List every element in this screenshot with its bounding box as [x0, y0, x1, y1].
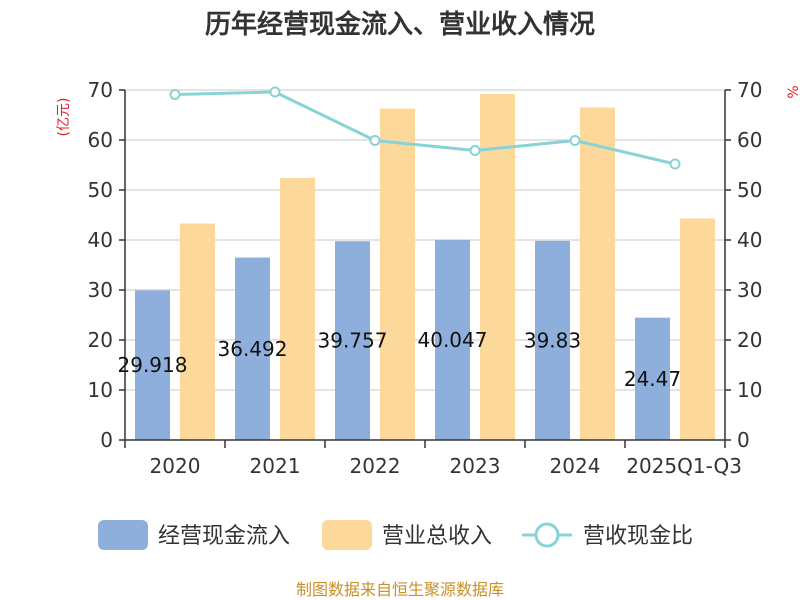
y-left-tick-label: 30: [88, 278, 113, 302]
bar-total-revenue: [280, 178, 315, 440]
y-axis-right-unit: %: [786, 85, 800, 98]
y-right-tick-label: 30: [737, 278, 762, 302]
ratio-point: [169, 89, 181, 100]
bar-total-revenue: [180, 223, 215, 440]
y-axis-left: 0 10 20 30 40 50 60 70: [88, 78, 126, 452]
legend-label-operating-cash-inflow: 经营现金流入: [158, 524, 290, 549]
bar-operating-cash-inflow: [135, 290, 170, 440]
y-right-tick-label: 0: [737, 428, 750, 452]
y-right-tick-label: 20: [737, 328, 762, 352]
bar-total-revenue: [680, 218, 715, 440]
bar-operating-cash-inflow: [335, 241, 370, 440]
gridlines: [125, 89, 725, 391]
legend-label-total-revenue: 营业总收入: [382, 524, 492, 549]
y-right-tick-label: 40: [737, 228, 762, 252]
data-label-operating-cash-inflow: 36.492: [218, 337, 288, 361]
y-left-tick-label: 10: [88, 378, 113, 402]
x-tick-label: 2024: [550, 454, 601, 478]
ratio-point: [269, 86, 281, 98]
bar-total-revenue: [580, 107, 615, 440]
data-label-operating-cash-inflow: 29.918: [118, 353, 188, 377]
data-label-operating-cash-inflow: 40.047: [418, 328, 488, 352]
x-tick-label: 2025Q1-Q3: [626, 454, 742, 478]
data-label-operating-cash-inflow: 24.47: [624, 367, 681, 391]
bar-operating-cash-inflow: [535, 240, 570, 440]
x-tick-label: 2021: [250, 454, 301, 478]
y-left-tick-label: 0: [100, 428, 113, 452]
legend-label-ratio: 营收现金比: [583, 524, 693, 549]
y-left-tick-label: 40: [88, 228, 113, 252]
y-left-tick-label: 70: [88, 78, 113, 102]
x-axis: 2020 2021 2022 2023 2024 2025Q1-Q3: [124, 439, 742, 478]
bar-operating-cash-inflow: [435, 239, 470, 440]
x-tick-label: 2022: [350, 454, 401, 478]
y-right-tick-label: 10: [737, 378, 762, 402]
bars: [135, 94, 715, 440]
data-source-note: 制图数据来自恒生聚源数据库: [296, 580, 504, 599]
y-axis-right: 0 10 20 30 40 50 60 70: [724, 78, 762, 452]
ratio-point: [469, 145, 481, 156]
y-left-tick-label: 60: [88, 128, 113, 152]
y-left-tick-label: 20: [88, 328, 113, 352]
bar-operating-cash-inflow: [635, 317, 670, 440]
y-right-tick-label: 70: [737, 78, 762, 102]
bar-operating-cash-inflow: [235, 257, 270, 440]
ratio-line-path: [174, 90, 676, 166]
chart-title: 历年经营现金流入、营业收入情况: [205, 9, 595, 40]
data-label-operating-cash-inflow: 39.83: [524, 328, 581, 352]
data-label-operating-cash-inflow: 39.757: [318, 329, 388, 353]
legend-swatch-total-revenue: [322, 520, 372, 550]
x-tick-label: 2020: [150, 454, 201, 478]
legend: 经营现金流入 营业总收入 营收现金比: [98, 520, 693, 550]
bar-total-revenue: [380, 108, 415, 440]
ratio-point: [369, 135, 381, 146]
ratio-line: [169, 86, 681, 170]
legend-swatch-operating-cash-inflow: [98, 520, 148, 550]
y-right-tick-label: 50: [737, 178, 762, 202]
data-labels: 29.918 36.492 39.757 40.047 39.83 24.47: [118, 328, 682, 391]
y-right-tick-label: 60: [737, 128, 762, 152]
ratio-point: [569, 135, 581, 146]
x-tick-label: 2023: [450, 454, 501, 478]
ratio-point: [669, 158, 681, 170]
bar-total-revenue: [480, 94, 515, 440]
legend-marker-ratio: [534, 522, 560, 548]
y-axis-left-unit: (亿元): [56, 98, 72, 137]
y-left-tick-label: 50: [88, 178, 113, 202]
